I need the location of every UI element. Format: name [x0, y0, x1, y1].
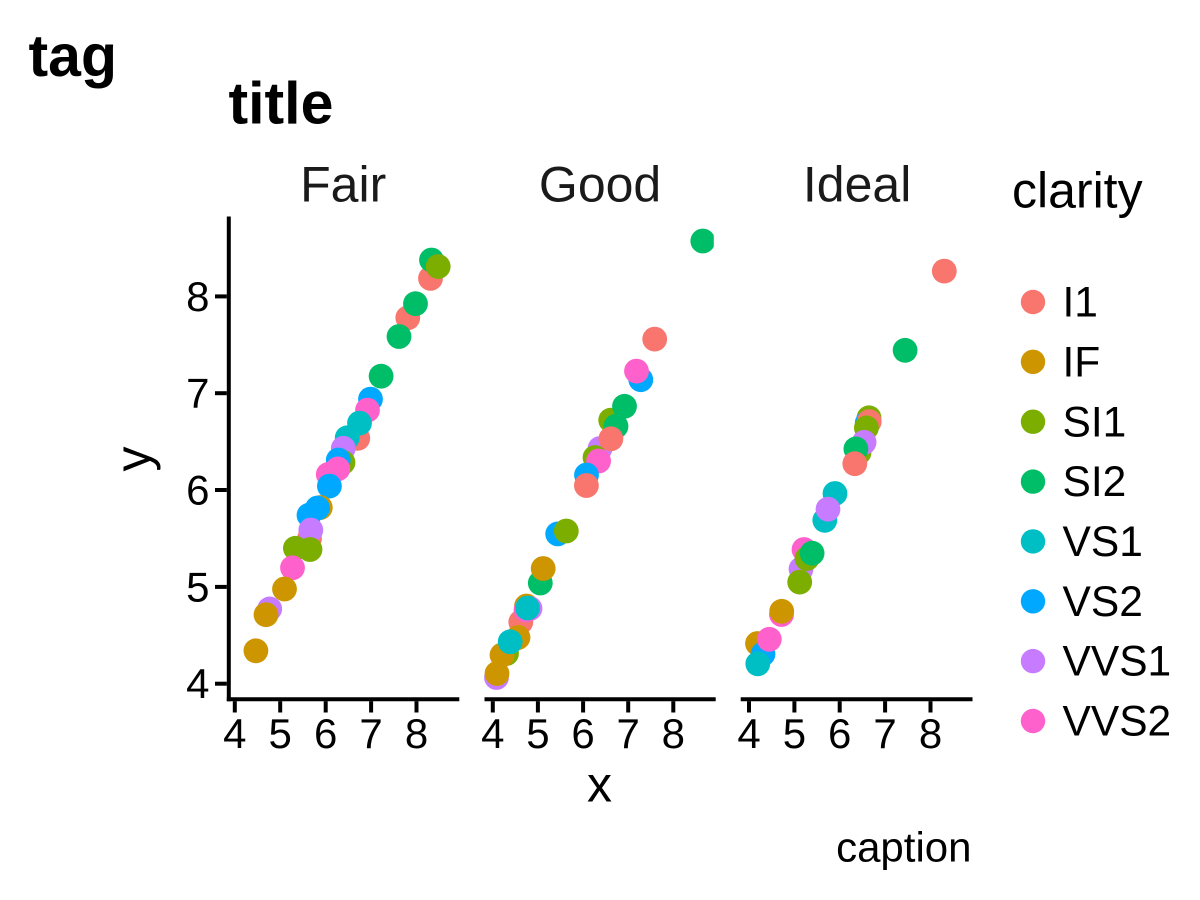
svg-text:Fair: Fair — [300, 156, 386, 212]
svg-text:6: 6 — [186, 466, 209, 513]
svg-text:Good: Good — [539, 156, 661, 212]
svg-text:IF: IF — [1063, 339, 1101, 386]
svg-text:5: 5 — [269, 710, 292, 757]
svg-text:4: 4 — [481, 710, 504, 757]
svg-text:I1: I1 — [1063, 280, 1098, 327]
svg-text:VVS2: VVS2 — [1063, 699, 1172, 746]
svg-text:caption: caption — [836, 824, 971, 871]
svg-text:7: 7 — [617, 710, 640, 757]
svg-text:8: 8 — [919, 710, 942, 757]
svg-text:5: 5 — [526, 710, 549, 757]
svg-text:7: 7 — [186, 370, 209, 417]
svg-text:Ideal: Ideal — [803, 156, 911, 212]
svg-text:SI1: SI1 — [1063, 399, 1127, 446]
svg-text:4: 4 — [223, 710, 246, 757]
svg-text:SI2: SI2 — [1063, 459, 1127, 506]
svg-text:5: 5 — [186, 563, 209, 610]
svg-text:6: 6 — [571, 710, 594, 757]
svg-text:7: 7 — [359, 710, 382, 757]
svg-text:6: 6 — [314, 710, 337, 757]
svg-text:x: x — [587, 757, 612, 813]
svg-text:4: 4 — [186, 660, 209, 707]
svg-text:4: 4 — [737, 710, 760, 757]
svg-text:5: 5 — [783, 710, 806, 757]
svg-text:VS2: VS2 — [1063, 579, 1143, 626]
svg-text:title: title — [229, 71, 334, 137]
svg-text:8: 8 — [662, 710, 685, 757]
svg-text:clarity: clarity — [1012, 163, 1143, 219]
svg-text:7: 7 — [873, 710, 896, 757]
svg-text:8: 8 — [405, 710, 428, 757]
svg-text:6: 6 — [828, 710, 851, 757]
svg-text:tag: tag — [29, 23, 118, 89]
svg-text:VS1: VS1 — [1063, 519, 1143, 566]
svg-text:VVS1: VVS1 — [1063, 639, 1172, 686]
svg-text:8: 8 — [186, 273, 209, 320]
svg-text:y: y — [105, 447, 161, 472]
